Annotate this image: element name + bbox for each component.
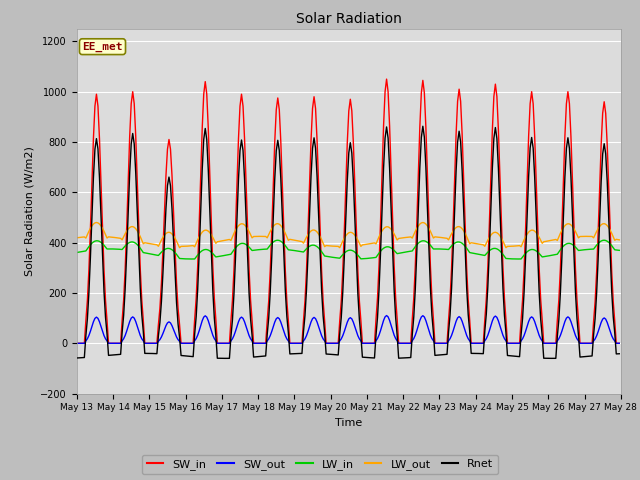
- Rnet: [73, 355, 81, 361]
- LW_out: [313, 229, 321, 235]
- SW_in: [140, 317, 147, 323]
- SW_in: [235, 135, 243, 141]
- LW_out: [616, 237, 623, 243]
- Rnet: [223, 356, 230, 361]
- LW_in: [274, 237, 282, 243]
- LW_out: [176, 245, 184, 251]
- Rnet: [616, 351, 623, 357]
- SW_out: [262, 340, 269, 346]
- Text: EE_met: EE_met: [82, 42, 123, 52]
- LW_in: [188, 256, 195, 262]
- SW_in: [262, 340, 269, 346]
- SW_out: [73, 340, 81, 346]
- Line: SW_in: SW_in: [77, 79, 620, 343]
- SW_in: [253, 340, 260, 346]
- Rnet: [140, 329, 147, 335]
- Rnet: [312, 145, 319, 151]
- LW_in: [236, 241, 244, 247]
- Y-axis label: Solar Radiation (W/m2): Solar Radiation (W/m2): [25, 146, 35, 276]
- SW_in: [587, 340, 595, 346]
- LW_out: [237, 221, 245, 227]
- SW_out: [616, 340, 623, 346]
- Rnet: [264, 332, 271, 337]
- SW_out: [235, 319, 243, 324]
- SW_in: [310, 94, 318, 100]
- SW_out: [310, 314, 318, 320]
- Rnet: [254, 354, 262, 360]
- LW_out: [141, 240, 148, 246]
- Line: SW_out: SW_out: [77, 315, 620, 343]
- LW_in: [313, 244, 321, 250]
- LW_out: [73, 235, 81, 240]
- Legend: SW_in, SW_out, LW_in, LW_out, Rnet: SW_in, SW_out, LW_in, LW_out, Rnet: [142, 455, 498, 474]
- Rnet: [588, 353, 596, 359]
- SW_out: [253, 340, 260, 346]
- SW_in: [73, 340, 81, 346]
- LW_out: [256, 233, 264, 239]
- SW_out: [140, 338, 147, 344]
- X-axis label: Time: Time: [335, 418, 362, 428]
- LW_in: [588, 246, 596, 252]
- Rnet: [236, 148, 244, 154]
- LW_in: [616, 248, 623, 253]
- LW_out: [588, 234, 596, 240]
- LW_in: [254, 247, 262, 252]
- Rnet: [419, 123, 427, 129]
- Line: Rnet: Rnet: [77, 126, 620, 359]
- SW_in: [383, 76, 390, 82]
- Title: Solar Radiation: Solar Radiation: [296, 12, 402, 26]
- SW_in: [616, 340, 623, 346]
- LW_out: [265, 232, 273, 238]
- LW_in: [264, 246, 271, 252]
- LW_in: [140, 250, 147, 255]
- LW_in: [73, 250, 81, 255]
- SW_out: [587, 340, 595, 346]
- SW_out: [383, 312, 390, 318]
- Line: LW_out: LW_out: [77, 223, 620, 248]
- Line: LW_in: LW_in: [77, 240, 620, 259]
- LW_out: [93, 220, 100, 226]
